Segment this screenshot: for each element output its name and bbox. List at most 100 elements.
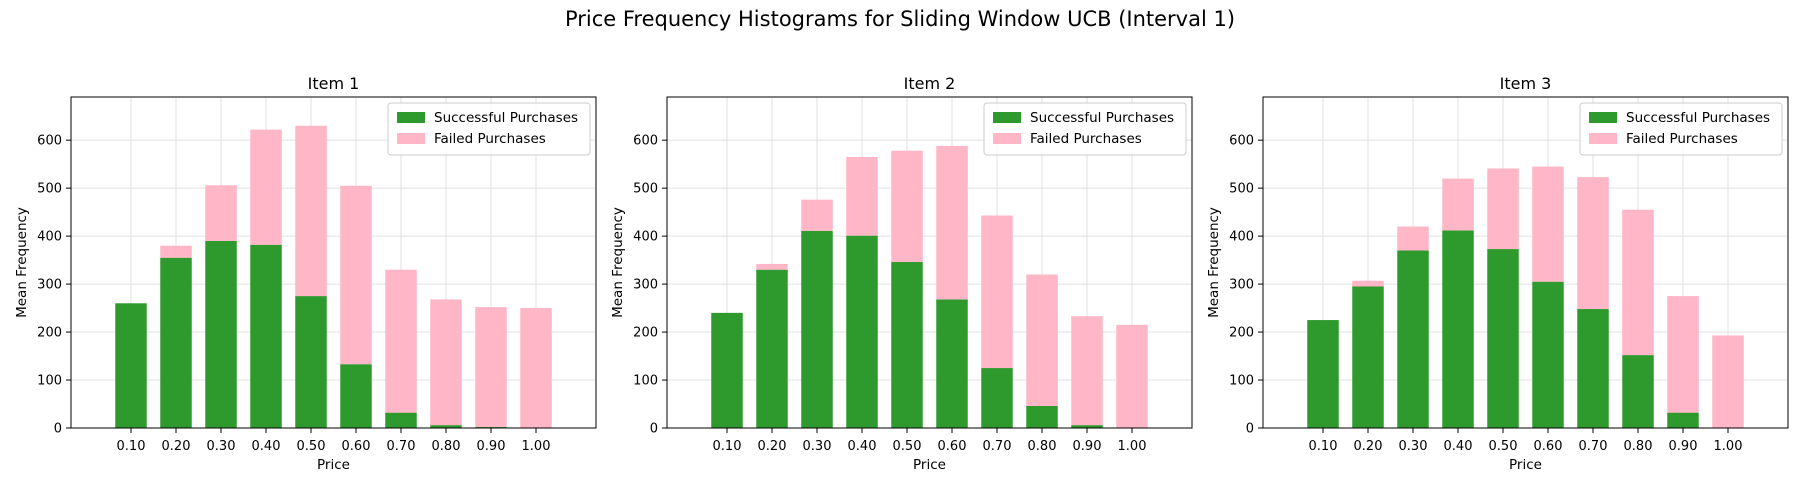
bar-failed — [1622, 209, 1654, 356]
bar-failed — [1352, 280, 1384, 287]
legend-box — [387, 102, 591, 156]
bar-failed — [295, 125, 327, 297]
bar-failed — [250, 129, 282, 245]
legend-swatch — [1589, 133, 1617, 144]
bar-failed — [520, 308, 552, 428]
legend-label: Failed Purchases — [434, 131, 546, 147]
x-tick-label: 0.50 — [893, 439, 922, 454]
legend-swatch — [1589, 112, 1617, 123]
x-axis-label: Price — [913, 457, 946, 473]
x-tick-label: 0.90 — [1669, 439, 1698, 454]
bar-successful — [340, 364, 372, 428]
bar-failed — [1712, 335, 1744, 428]
bar-failed — [981, 215, 1013, 369]
y-tick-label: 400 — [633, 230, 658, 245]
bar-successful — [846, 235, 878, 428]
axes-frame — [70, 96, 597, 429]
y-tick-label: 500 — [1229, 182, 1254, 197]
bar-failed — [891, 150, 923, 263]
chart-panel-3: 0 100 200 300 400 500 600 0.10 0.20 0.30 0.40 0.50 0… — [1206, 74, 1789, 473]
x-tick-label: 0.30 — [207, 439, 236, 454]
legend-label: Successful Purchases — [1030, 110, 1174, 126]
bar-failed — [1397, 226, 1429, 251]
bar-failed — [1026, 274, 1058, 406]
chart-panel-2: 0 100 200 300 400 500 600 0.10 0.20 0.30 0.40 0.50 0… — [610, 74, 1193, 473]
y-tick-label: 300 — [633, 278, 658, 293]
bar-failed — [430, 299, 462, 426]
legend: Successful Purchases Failed Purchases — [387, 102, 591, 156]
y-tick-label: 300 — [1229, 278, 1254, 293]
legend: Successful Purchases Failed Purchases — [983, 102, 1187, 156]
x-tick-label: 0.60 — [1534, 439, 1563, 454]
x-tick-label: 0.30 — [803, 439, 832, 454]
bar-successful — [1622, 355, 1654, 428]
x-tick-label: 0.10 — [1309, 439, 1338, 454]
bar-successful — [1026, 405, 1058, 428]
bar-successful — [1667, 412, 1699, 428]
bar-successful — [295, 296, 327, 428]
x-tick-label: 0.80 — [1624, 439, 1653, 454]
bar-successful — [1532, 281, 1564, 428]
bar-successful — [160, 257, 192, 428]
bar-successful — [891, 262, 923, 428]
panels: 0 100 200 300 400 500 600 0.10 0.20 0.30 0.40 0.50 0… — [14, 74, 1789, 473]
bar-successful — [250, 244, 282, 428]
x-tick-label: 0.90 — [1073, 439, 1102, 454]
chart-panel-1: 0 100 200 300 400 500 600 0.10 0.20 0.30 0.40 0.50 0… — [14, 74, 597, 473]
bar-failed — [756, 263, 788, 270]
bar-failed — [936, 145, 968, 300]
bar-failed — [475, 307, 507, 428]
bar-successful — [385, 412, 417, 428]
y-tick-label: 500 — [37, 182, 62, 197]
bar-failed — [1071, 316, 1103, 426]
figure-title: Price Frequency Histograms for Sliding W… — [565, 7, 1235, 31]
y-tick-label: 100 — [1229, 374, 1254, 389]
bar-failed — [385, 269, 417, 413]
x-tick-label: 0.50 — [297, 439, 326, 454]
legend-swatch — [397, 133, 425, 144]
bar-successful — [115, 303, 147, 428]
bar-successful — [981, 368, 1013, 428]
legend-label: Failed Purchases — [1626, 131, 1738, 147]
y-tick-label: 400 — [37, 230, 62, 245]
legend: Successful Purchases Failed Purchases — [1579, 102, 1783, 156]
x-tick-label: 1.00 — [522, 439, 551, 454]
legend-swatch — [993, 133, 1021, 144]
x-tick-label: 0.40 — [252, 439, 281, 454]
y-tick-label: 600 — [633, 134, 658, 149]
bar-failed — [846, 156, 878, 236]
legend-label: Successful Purchases — [1626, 110, 1770, 126]
x-tick-label: 0.70 — [1579, 439, 1608, 454]
y-axis-label: Mean Frequency — [14, 207, 30, 318]
chart-title: Item 1 — [308, 74, 360, 93]
axes-frame — [666, 96, 1193, 429]
bar-successful — [1442, 230, 1474, 428]
bar-failed — [1442, 178, 1474, 231]
y-tick-label: 100 — [37, 374, 62, 389]
x-tick-label: 0.60 — [938, 439, 967, 454]
bars — [711, 145, 1148, 428]
axes-frame — [1262, 96, 1789, 429]
x-tick-label: 0.20 — [1354, 439, 1383, 454]
bar-failed — [1532, 166, 1564, 282]
x-tick-label: 0.20 — [162, 439, 191, 454]
x-tick-label: 0.70 — [983, 439, 1012, 454]
x-tick-label: 0.10 — [713, 439, 742, 454]
y-tick-label: 200 — [1229, 326, 1254, 341]
x-axis-label: Price — [1509, 457, 1542, 473]
x-tick-label: 0.70 — [387, 439, 416, 454]
chart-title: Item 3 — [1500, 74, 1552, 93]
bar-successful — [1397, 250, 1429, 428]
bar-successful — [1352, 286, 1384, 428]
legend-swatch — [397, 112, 425, 123]
x-tick-label: 1.00 — [1714, 439, 1743, 454]
legend-label: Failed Purchases — [1030, 131, 1142, 147]
bar-successful — [936, 299, 968, 428]
x-tick-label: 0.50 — [1489, 439, 1518, 454]
legend-swatch — [993, 112, 1021, 123]
y-tick-label: 0 — [54, 422, 62, 437]
bar-successful — [430, 425, 462, 428]
y-tick-label: 600 — [37, 134, 62, 149]
bar-successful — [1577, 309, 1609, 428]
